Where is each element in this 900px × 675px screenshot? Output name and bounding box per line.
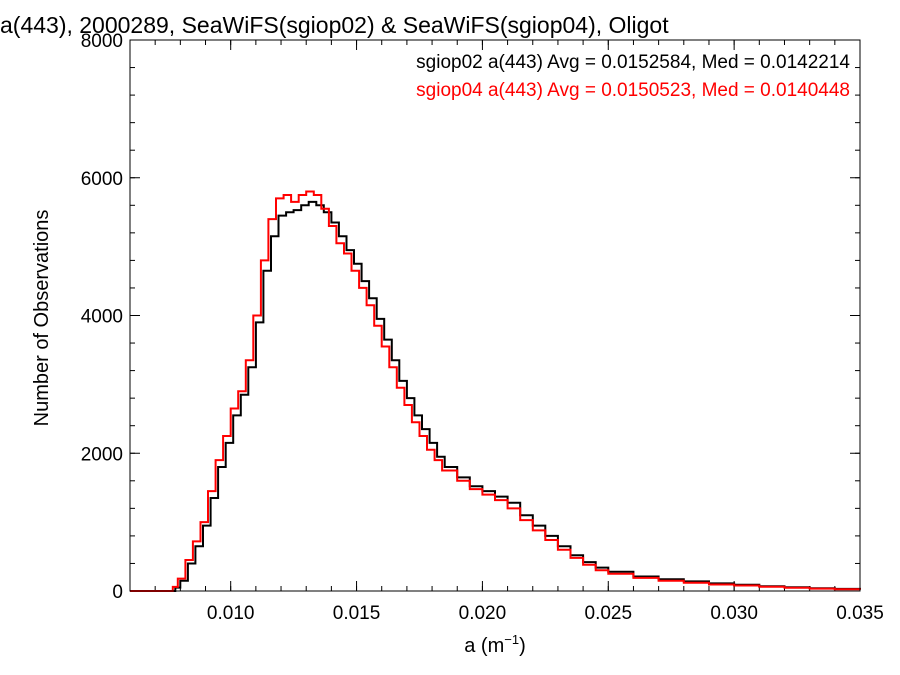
y-tick-label: 8000 [81,31,123,52]
x-axis-label: a (m−1) [464,632,526,657]
plot-frame [129,39,861,592]
x-tick-label: 0.010 [207,603,255,624]
series-line-sgiop02 [130,200,861,592]
y-axis-label: Number of Observations [31,210,53,427]
y-tick-label: 2000 [81,444,123,465]
y-tick-label: 0 [112,582,123,603]
x-tick-label: 0.020 [459,603,507,624]
series-lines [130,190,861,592]
legend-entry-sgiop02: sgiop02 a(443) Avg = 0.0152584, Med = 0.… [416,52,850,73]
x-axis-label-superscript: −1 [504,632,519,647]
y-tick-label: 6000 [81,169,123,190]
x-tick-label: 0.025 [585,603,633,624]
x-tick-label: 0.030 [710,603,758,624]
x-axis-label-close: ) [519,635,526,657]
legend-entry-sgiop04: sgiop04 a(443) Avg = 0.0150523, Med = 0.… [416,80,850,101]
x-tick-label: 0.035 [836,603,884,624]
x-tick-labels: 0.010 0.015 0.020 0.025 0.030 0.035 [207,603,884,624]
axis-ticks [129,39,861,592]
x-axis-label-main: a (m [464,635,504,657]
y-tick-labels: 0 2000 4000 6000 8000 [81,31,123,603]
x-tick-label: 0.015 [333,603,381,624]
y-axis-label-group: Number of Observations [31,210,53,427]
series-line-sgiop04 [130,190,861,592]
legend: sgiop02 a(443) Avg = 0.0152584, Med = 0.… [416,52,850,101]
y-tick-label: 4000 [81,307,123,328]
chart-title: a(443), 2000289, SeaWiFS(sgiop02) & SeaW… [0,12,669,38]
